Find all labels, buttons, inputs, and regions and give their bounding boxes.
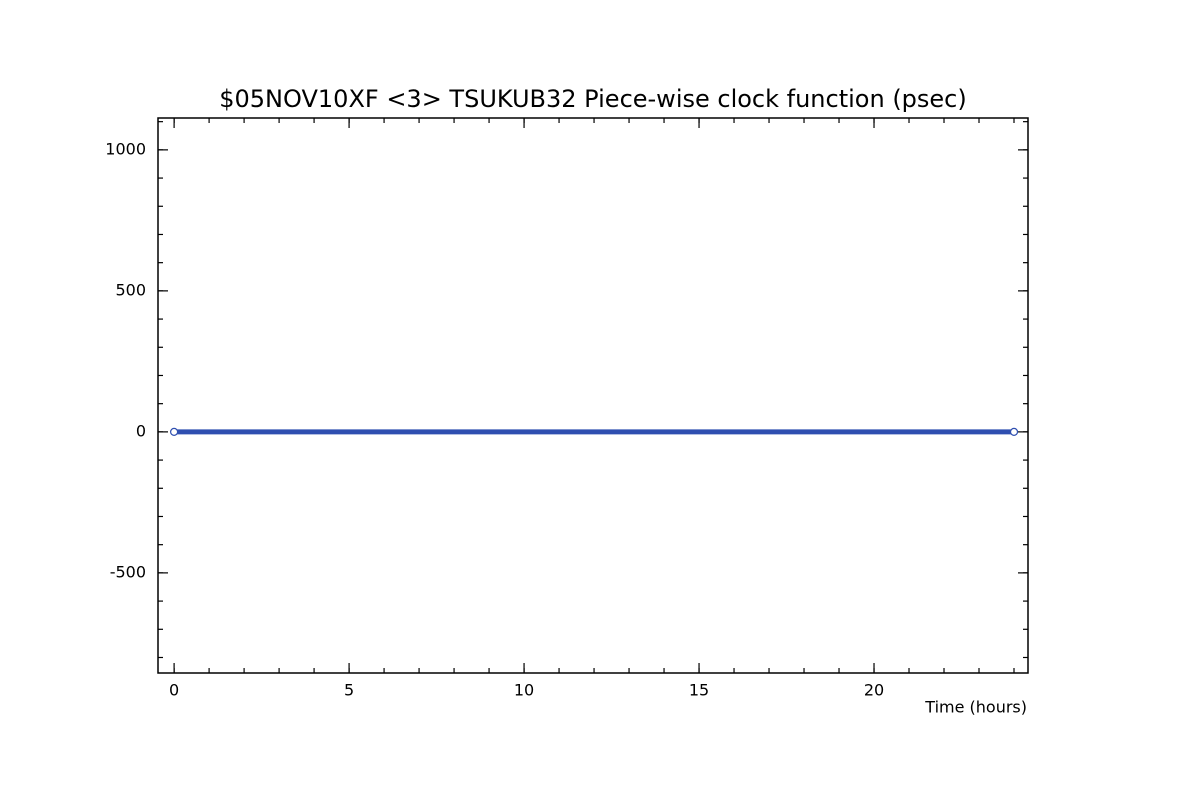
point-marker <box>169 427 179 436</box>
x-tick-label: 0 <box>169 681 179 700</box>
plot-frame <box>157 117 1029 674</box>
chart-title: $05NOV10XF <3> TSUKUB32 Piece-wise clock… <box>219 85 967 113</box>
x-tick-label: 10 <box>514 681 534 700</box>
y-tick-label: -500 <box>110 562 146 581</box>
x-axis-label: Time (hours) <box>924 698 1027 717</box>
y-tick-label: 500 <box>115 280 146 299</box>
y-tick-label: 0 <box>136 421 146 440</box>
x-tick-label: 20 <box>864 681 884 700</box>
x-tick-label: 15 <box>689 681 709 700</box>
x-tick-label: 5 <box>344 681 354 700</box>
point-marker <box>1009 427 1019 436</box>
y-tick-label: 1000 <box>105 139 146 158</box>
